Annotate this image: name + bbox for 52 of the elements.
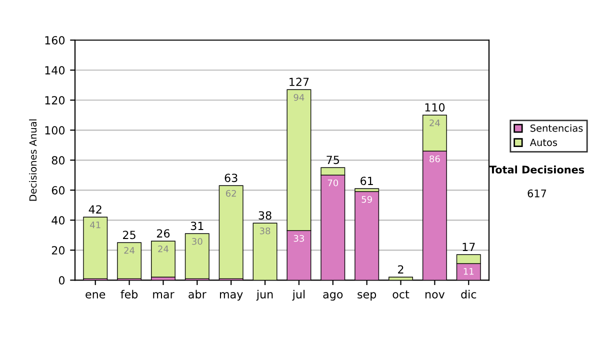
total-label: 25 (123, 230, 136, 240)
total-label: 31 (190, 222, 204, 230)
x-tick-label: abr (188, 290, 206, 298)
x-tick-label: ene (86, 292, 106, 298)
total-label: 26 (156, 229, 170, 238)
data-label: 86 (430, 155, 440, 162)
x-tick-label: feb (120, 290, 138, 298)
x-tick-label: may (220, 292, 243, 301)
data-label: 62 (226, 190, 236, 197)
data-label: 30 (192, 238, 202, 245)
total-label: 75 (326, 156, 339, 164)
data-label: 94 (294, 94, 304, 101)
y-tick-label: 100 (45, 126, 65, 135)
x-tick-label: oct (392, 290, 410, 298)
total-label: 2 (398, 265, 404, 274)
y-tick-label: 60 (52, 186, 65, 195)
data-label: 59 (362, 196, 372, 203)
bar (151, 240, 176, 278)
x-tick-label: jul (292, 290, 305, 301)
data-label: 24 (124, 246, 135, 254)
data-label: 38 (260, 227, 270, 234)
y-tick-label: 160 (45, 36, 65, 44)
data-label: 33 (294, 234, 304, 242)
y-tick-label: 0 (58, 276, 65, 285)
y-tick-label: 40 (52, 216, 65, 225)
data-label: 11 (464, 268, 474, 275)
data-label: 24 (158, 245, 168, 252)
data-label: 24 (430, 119, 440, 126)
text: Total Decisiones (489, 165, 584, 174)
total-label: 63 (224, 174, 238, 182)
legend-label: Sentencias (530, 124, 583, 132)
y-tick-label: 80 (52, 156, 65, 165)
x-tick-label: dic (461, 290, 476, 298)
total-label: 42 (88, 205, 102, 214)
y-tick-label: 120 (45, 96, 65, 105)
total-label: 61 (360, 176, 373, 186)
data-label: 41 (90, 222, 100, 228)
total-label: 38 (258, 211, 272, 220)
x-tick-label: mar (153, 292, 174, 298)
x-tick-label: nov (426, 292, 445, 298)
total-label: 110 (425, 103, 445, 112)
y-tick-label: 140 (45, 66, 65, 75)
x-tick-label: jun (256, 290, 273, 301)
text: 617 (528, 189, 546, 198)
legend-label: Autos (530, 138, 558, 146)
total-label: 127 (290, 78, 309, 86)
y-axis-title: Decisiones Anual (29, 119, 37, 201)
total-label: 17 (462, 242, 475, 251)
y-tick-label: 20 (52, 246, 65, 255)
x-tick-label: ago (323, 292, 343, 301)
x-tick-label: sep (358, 292, 376, 301)
data-label: 70 (328, 179, 338, 186)
